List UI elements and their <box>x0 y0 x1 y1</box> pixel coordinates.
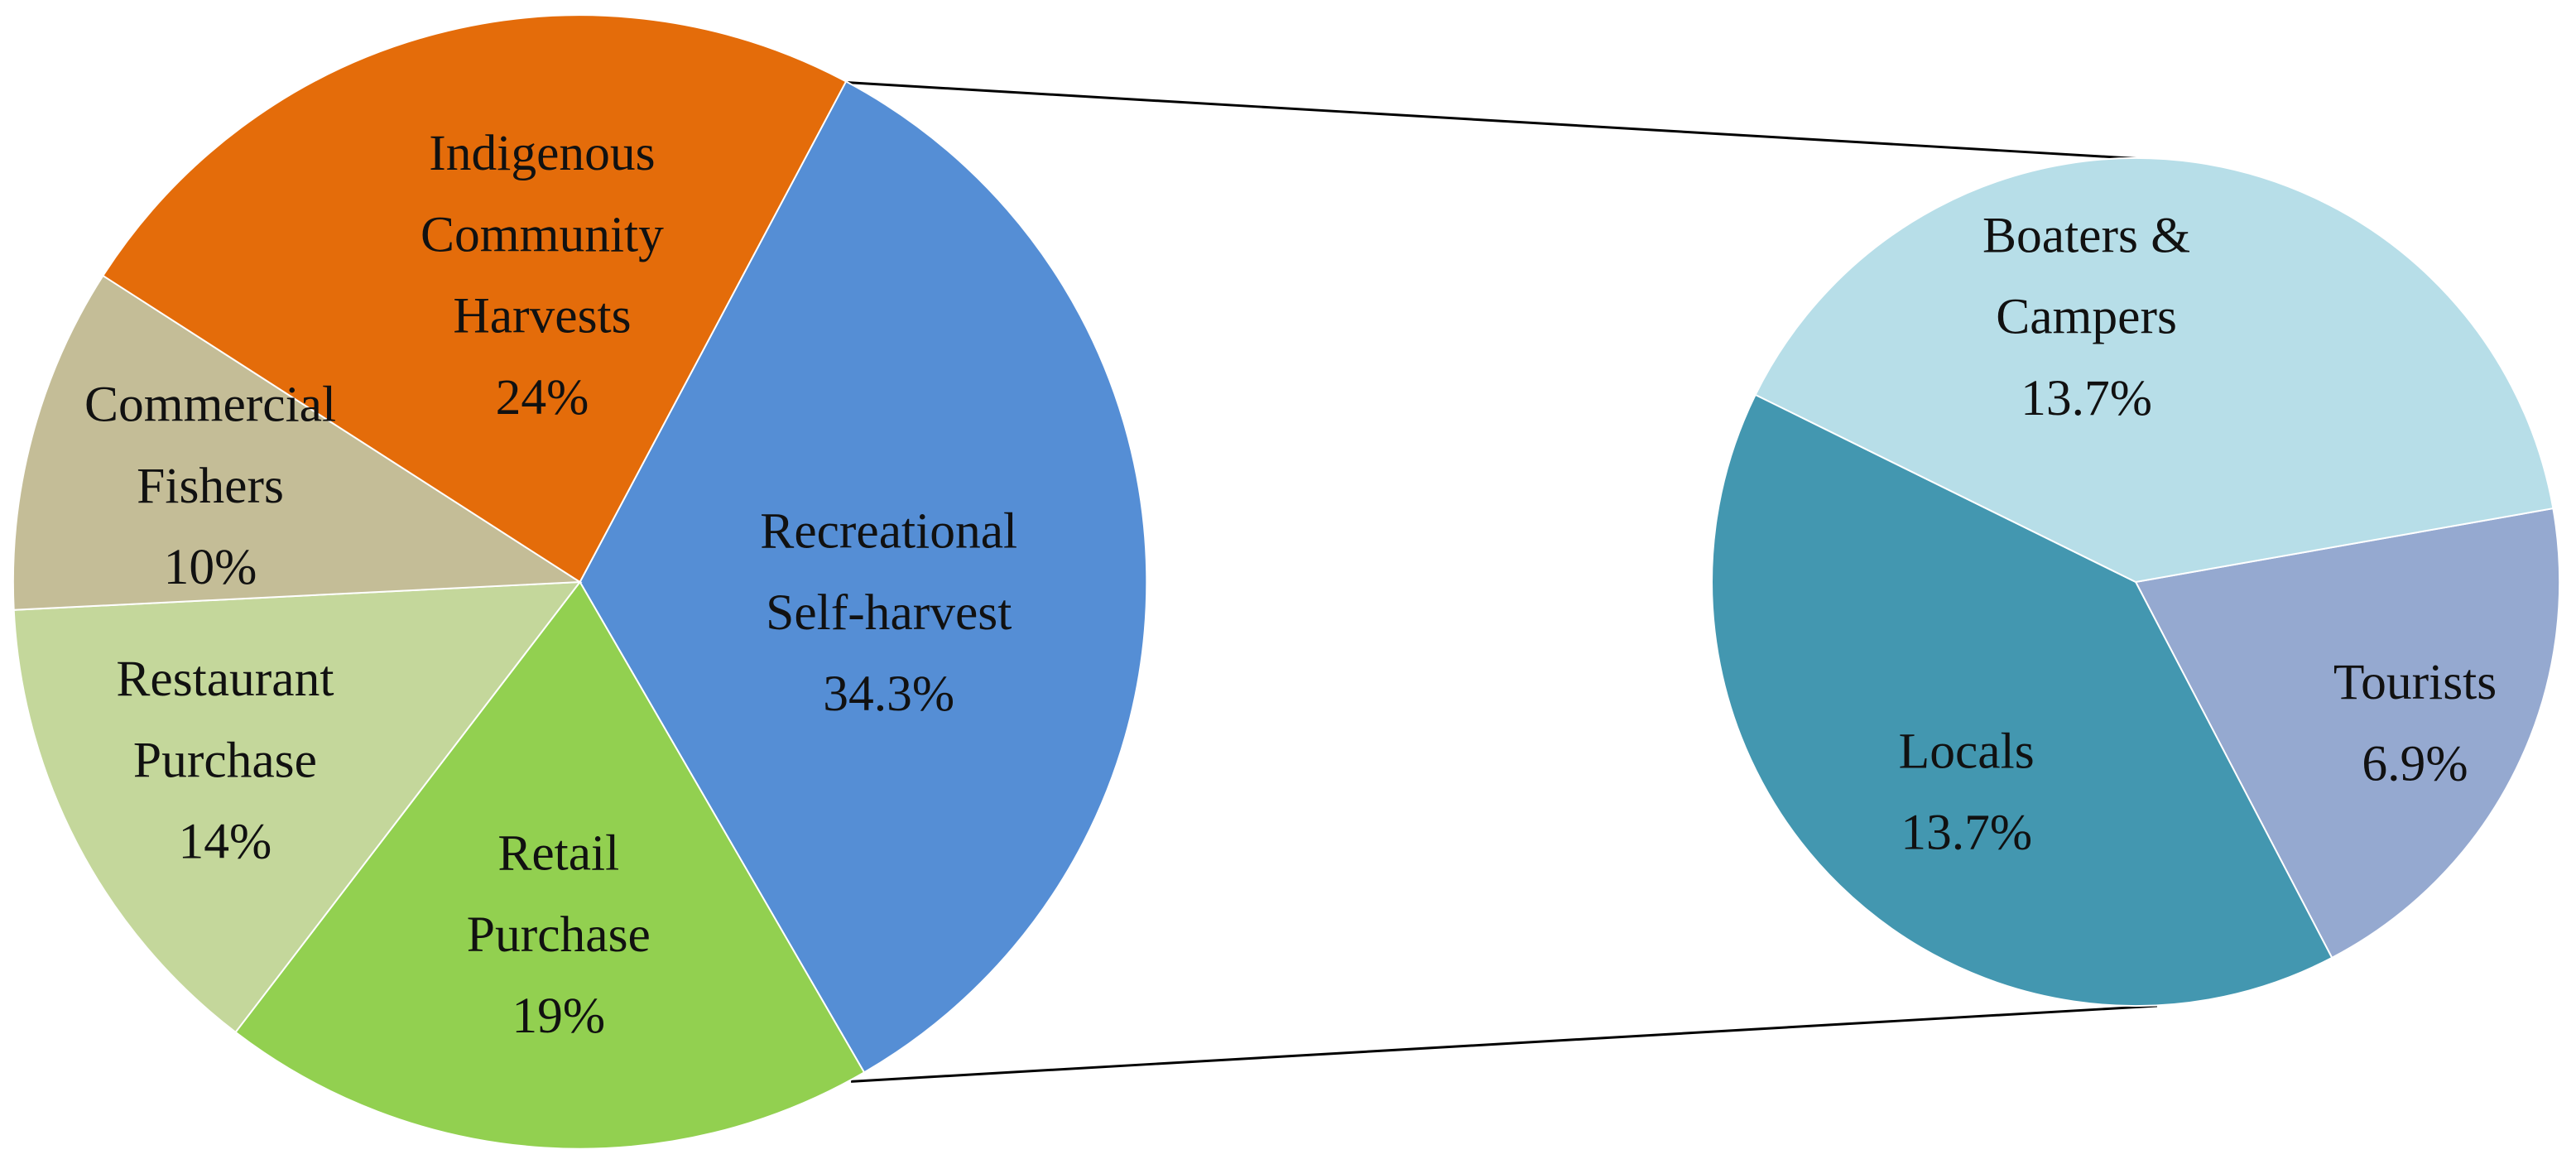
slice-label: Commercial <box>84 377 336 433</box>
value-label: 14% <box>179 814 272 870</box>
slice-label: Locals <box>1899 724 2035 780</box>
pie-slice <box>234 580 866 1150</box>
slice-label: Fishers <box>137 458 284 514</box>
pie-slice <box>102 14 848 584</box>
connector-line <box>850 1004 2157 1083</box>
slice-label: Retail <box>497 825 619 882</box>
pie-slice <box>579 80 1148 1074</box>
value-label: 19% <box>512 988 605 1044</box>
slice-label: Purchase <box>133 732 317 788</box>
pie-slice <box>12 580 582 1034</box>
pie-slice <box>2134 507 2561 960</box>
pie-slice <box>12 274 583 611</box>
slice-label: Restaurant <box>116 651 334 707</box>
value-label: 34.3% <box>823 666 954 722</box>
value-label: 24% <box>496 369 589 426</box>
slice-label: Boaters & <box>1982 207 2190 263</box>
value-label: 10% <box>164 539 257 595</box>
pie-slice <box>1754 157 2554 584</box>
slice-label: Campers <box>1996 289 2177 345</box>
slice-label: Community <box>421 206 664 262</box>
slice-label: Harvests <box>453 288 631 344</box>
slice-label: Indigenous <box>429 125 655 181</box>
slice-label: Self-harvest <box>766 584 1012 641</box>
slice-label: Purchase <box>467 907 651 963</box>
value-label: 13.7% <box>1901 805 2032 861</box>
value-label: 13.7% <box>2021 370 2152 426</box>
connector-line <box>848 81 2157 161</box>
value-label: 6.9% <box>2362 735 2468 791</box>
slice-label: Recreational <box>760 503 1017 560</box>
slice-label: Tourists <box>2333 654 2497 710</box>
pie-slice <box>1711 393 2333 1008</box>
